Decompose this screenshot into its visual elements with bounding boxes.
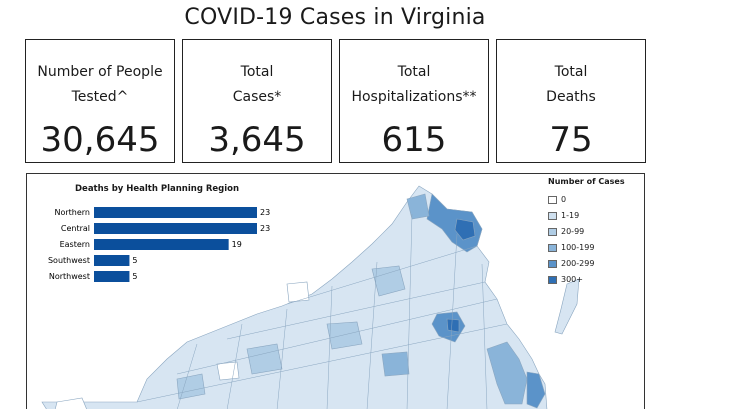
tested-card[interactable]: Number of People Tested^ 30,645 xyxy=(25,39,175,163)
county-b xyxy=(326,321,363,350)
legend-swatch xyxy=(548,243,557,252)
legend-item-300-plus: 300+ xyxy=(548,275,583,284)
bar-eastern[interactable] xyxy=(94,239,229,250)
bar-category-label: Southwest xyxy=(48,256,90,265)
county-zero-1 xyxy=(54,397,87,409)
county-zero-3 xyxy=(216,361,240,381)
eastern-shore xyxy=(554,278,580,335)
cases-label: Total Cases* xyxy=(232,64,282,105)
legend-item-0: 0 xyxy=(548,195,566,204)
legend-swatch xyxy=(548,275,557,284)
county-zero-2 xyxy=(286,281,310,303)
bar-value-label: 23 xyxy=(260,224,270,233)
county-f xyxy=(381,351,410,377)
bar-value-label: 5 xyxy=(132,272,137,281)
virginia-map[interactable] xyxy=(27,174,645,409)
cases-card[interactable]: Total Cases* 3,645 xyxy=(182,39,332,163)
legend-swatch xyxy=(548,211,557,220)
deaths-bar-chart[interactable]: Northern 23 Central 23 Eastern 19 Southwest 5 No… xyxy=(27,199,297,289)
county-d xyxy=(406,193,430,220)
bar-southwest[interactable] xyxy=(94,255,130,266)
bar-value-label: 23 xyxy=(260,208,270,217)
bar-category-label: Eastern xyxy=(60,240,90,249)
legend-swatch xyxy=(548,195,557,204)
county-a xyxy=(371,265,406,297)
map-panel: Deaths by Health Planning Region Norther… xyxy=(26,173,645,409)
legend-item-1-19: 1-19 xyxy=(548,211,579,220)
eastern-region xyxy=(486,341,528,405)
tested-value: 30,645 xyxy=(40,120,160,160)
county-c xyxy=(246,343,283,375)
legend-item-20-99: 20-99 xyxy=(548,227,584,236)
page-title: COVID-19 Cases in Virginia xyxy=(184,5,486,30)
deaths-label: Total Deaths xyxy=(546,64,596,105)
virginia-beach-region xyxy=(526,371,546,409)
bar-value-label: 19 xyxy=(232,240,242,249)
deaths-value: 75 xyxy=(549,120,593,160)
bar-category-label: Central xyxy=(61,224,90,233)
bar-category-label: Northwest xyxy=(49,272,90,281)
bar-category-label: Northern xyxy=(54,208,90,217)
hospitalizations-value: 615 xyxy=(381,120,447,160)
deaths-card[interactable]: Total Deaths 75 xyxy=(496,39,646,163)
legend-swatch xyxy=(548,259,557,268)
cases-value: 3,645 xyxy=(208,120,306,160)
hospitalizations-label: Total Hospitalizations** xyxy=(351,64,477,105)
legend-item-200-299: 200-299 xyxy=(548,259,594,268)
bar-value-label: 5 xyxy=(132,256,137,265)
county-e xyxy=(176,373,206,400)
hospitalizations-card[interactable]: Total Hospitalizations** 615 xyxy=(339,39,489,163)
legend-swatch xyxy=(548,227,557,236)
legend-title: Number of Cases xyxy=(548,177,625,186)
henrico-region xyxy=(446,318,460,333)
arlington-region xyxy=(454,218,476,241)
bar-northwest[interactable] xyxy=(94,271,130,282)
tested-label: Number of People Tested^ xyxy=(37,64,163,105)
legend-item-100-199: 100-199 xyxy=(548,243,594,252)
bar-northern[interactable] xyxy=(94,207,257,218)
bar-central[interactable] xyxy=(94,223,257,234)
chart-title: Deaths by Health Planning Region xyxy=(75,184,240,194)
